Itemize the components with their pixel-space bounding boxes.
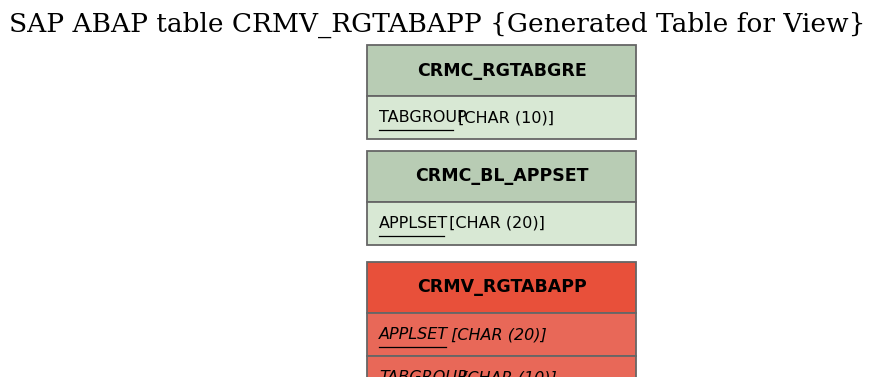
Text: CRMV_RGTABAPP: CRMV_RGTABAPP [417, 279, 587, 296]
Text: APPLSET: APPLSET [379, 327, 448, 342]
FancyBboxPatch shape [367, 356, 636, 377]
Text: CRMC_BL_APPSET: CRMC_BL_APPSET [415, 167, 589, 185]
Text: TABGROUP: TABGROUP [379, 371, 467, 377]
Text: [CHAR (20)]: [CHAR (20)] [444, 216, 545, 231]
Text: TABGROUP: TABGROUP [379, 110, 467, 125]
FancyBboxPatch shape [367, 96, 636, 139]
FancyBboxPatch shape [367, 45, 636, 96]
Text: APPLSET: APPLSET [379, 216, 448, 231]
FancyBboxPatch shape [367, 151, 636, 202]
FancyBboxPatch shape [367, 313, 636, 356]
Text: SAP ABAP table CRMV_RGTABAPP {Generated Table for View}: SAP ABAP table CRMV_RGTABAPP {Generated … [9, 11, 866, 38]
Text: [CHAR (10)]: [CHAR (10)] [453, 110, 554, 125]
FancyBboxPatch shape [367, 262, 636, 313]
Text: [CHAR (20)]: [CHAR (20)] [446, 327, 547, 342]
FancyBboxPatch shape [367, 202, 636, 245]
Text: [CHAR (10)]: [CHAR (10)] [456, 371, 556, 377]
Text: CRMC_RGTABGRE: CRMC_RGTABGRE [417, 62, 587, 80]
